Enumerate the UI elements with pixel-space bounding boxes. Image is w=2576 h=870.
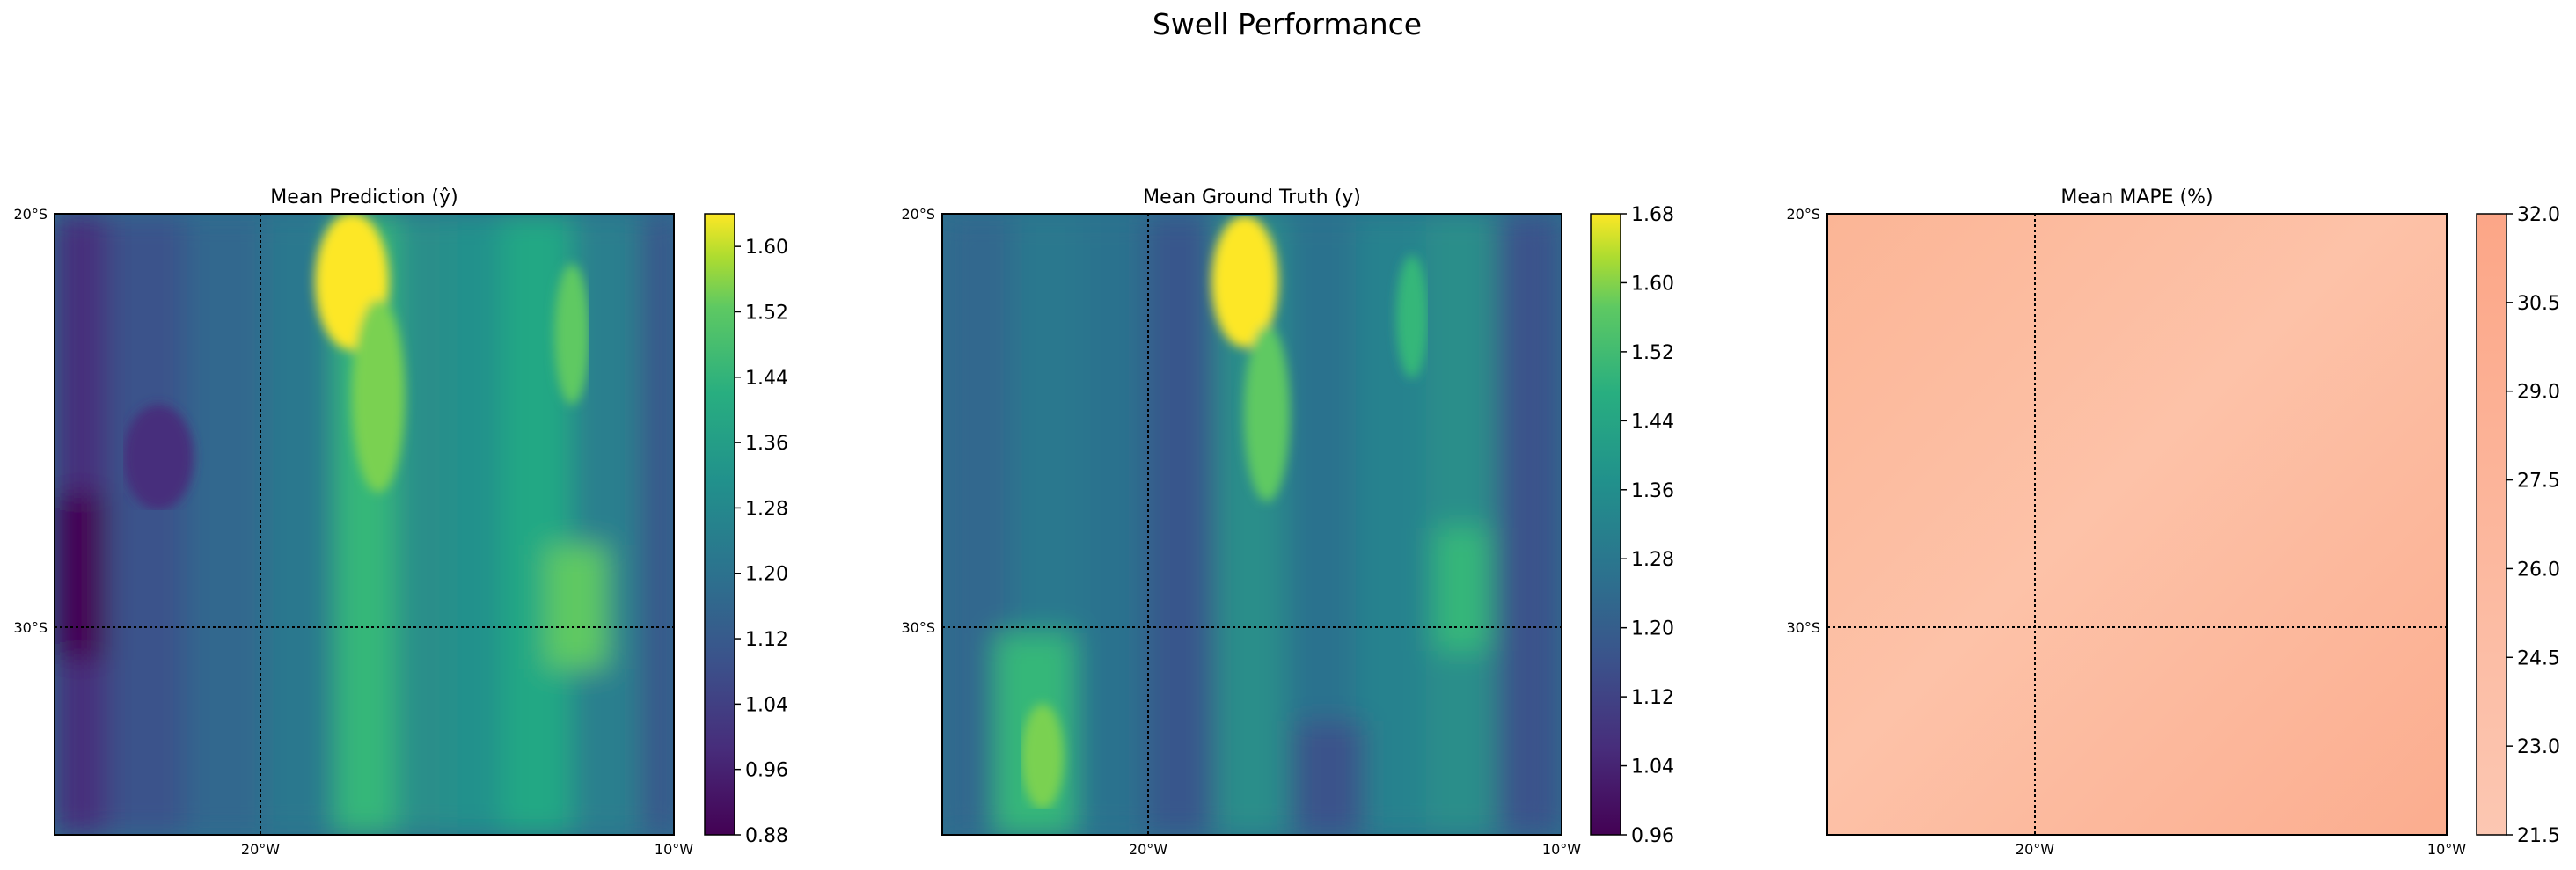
heatmap-field [942, 214, 1562, 835]
colorbar-fill [1590, 213, 1621, 836]
colorbar-fill [704, 213, 735, 836]
colorbar-tick-label: 27.5 [2517, 471, 2560, 493]
colorbar-tick-label: 1.44 [745, 368, 788, 390]
colorbar-fill [2476, 213, 2507, 836]
x-tick-label: 10°W [1542, 841, 1581, 858]
figure-title: Swell Performance [1153, 7, 1422, 41]
colorbar-tick-label: 0.96 [745, 760, 788, 782]
colorbar-tick-label: 24.5 [2517, 647, 2560, 669]
colorbar-tick-label: 1.36 [1631, 480, 1674, 502]
colorbar-tick-label: 0.88 [745, 825, 788, 847]
colorbar: 21.5 23.0 24.5 26.0 27.5 29.0 30.5 32.0 [2476, 204, 2560, 847]
colorbar-tick-label: 1.20 [745, 564, 788, 586]
colorbar-tick-label: 1.28 [1631, 549, 1674, 571]
heatmap-field [55, 214, 674, 835]
x-tick-label: 20°W [2016, 841, 2054, 858]
colorbar-tick-label: 1.20 [1631, 618, 1674, 640]
panel-mean-ground-truth: Mean Ground Truth (y) [901, 186, 1674, 858]
x-tick-label: 20°W [241, 841, 280, 858]
y-tick-label: 20°S [13, 206, 48, 223]
colorbar-tick-label: 1.60 [745, 237, 788, 259]
colorbar-tick-label: 1.04 [745, 694, 788, 716]
colorbar-tick-label: 1.52 [745, 302, 788, 324]
panel-mean-prediction: Mean Prediction (ŷ) [13, 186, 788, 858]
y-tick-label: 30°S [1786, 619, 1820, 636]
y-tick-label: 30°S [901, 619, 935, 636]
colorbar-tick-label: 1.12 [1631, 687, 1674, 709]
colorbar-tick-label: 29.0 [2517, 382, 2560, 404]
colorbar-tick-label: 32.0 [2517, 204, 2560, 226]
colorbar-tick-label: 1.36 [745, 433, 788, 455]
colorbar-tick-label: 0.96 [1631, 825, 1674, 847]
colorbar-tick-label: 1.12 [745, 629, 788, 651]
heatmap-field [1827, 214, 2447, 835]
colorbar: 0.96 1.04 1.12 1.20 1.28 1.36 1.44 1.52 1.60 1.68 [1590, 204, 1674, 847]
colorbar-tick-label: 1.52 [1631, 342, 1674, 364]
colorbar-tick-label: 1.28 [745, 498, 788, 520]
panel-title: Mean MAPE (%) [2060, 186, 2213, 208]
colorbar-tick-label: 1.44 [1631, 411, 1674, 433]
colorbar-tick-label: 23.0 [2517, 736, 2560, 758]
panel-title: Mean Prediction (ŷ) [270, 186, 457, 208]
panel-title: Mean Ground Truth (y) [1143, 186, 1361, 208]
x-tick-label: 20°W [1129, 841, 1167, 858]
panel-mean-mape: Mean MAPE (%) 20°S 30°S 20°W 10°W 21.5 23… [1786, 186, 2560, 858]
colorbar-tick-label: 1.04 [1631, 757, 1674, 779]
y-tick-label: 20°S [901, 206, 935, 223]
colorbar-tick-label: 1.68 [1631, 204, 1674, 226]
x-tick-label: 10°W [655, 841, 693, 858]
colorbar: 0.88 0.96 1.04 1.12 1.20 1.28 1.36 1.44 1.52 1.60 [704, 213, 788, 847]
colorbar-tick-label: 1.60 [1631, 273, 1674, 295]
y-tick-label: 30°S [13, 619, 48, 636]
x-tick-label: 10°W [2427, 841, 2466, 858]
colorbar-tick-label: 26.0 [2517, 559, 2560, 581]
colorbar-tick-label: 21.5 [2517, 825, 2560, 847]
colorbar-tick-label: 30.5 [2517, 293, 2560, 315]
y-tick-label: 20°S [1786, 206, 1820, 223]
